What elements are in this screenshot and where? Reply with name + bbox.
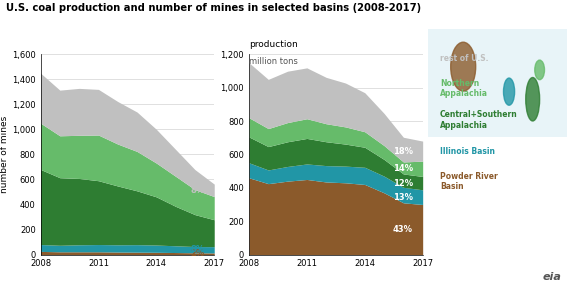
Text: rest of U.S.: rest of U.S.: [440, 54, 489, 63]
Text: 14%: 14%: [393, 164, 413, 173]
Text: 12%: 12%: [393, 179, 413, 188]
Ellipse shape: [504, 78, 515, 105]
Text: Illinois Basin: Illinois Basin: [440, 147, 495, 156]
Text: 8%: 8%: [190, 245, 204, 254]
Text: Northern
Appalachia: Northern Appalachia: [440, 79, 488, 98]
Text: million tons: million tons: [249, 57, 298, 66]
Text: 18%: 18%: [393, 147, 413, 156]
Text: 43%: 43%: [393, 225, 413, 234]
Text: 51%: 51%: [185, 229, 204, 238]
Text: eia: eia: [543, 272, 562, 282]
Text: 30%: 30%: [185, 204, 204, 213]
Text: 8%: 8%: [190, 186, 204, 195]
Text: 13%: 13%: [393, 193, 413, 202]
Text: Powder River
Basin: Powder River Basin: [440, 172, 498, 191]
Text: production: production: [249, 40, 298, 49]
Ellipse shape: [526, 78, 540, 121]
Ellipse shape: [535, 60, 544, 80]
Text: Central+Southern
Appalachia: Central+Southern Appalachia: [440, 110, 518, 130]
Ellipse shape: [450, 42, 476, 91]
Text: 2%: 2%: [190, 249, 204, 258]
Y-axis label: number of mines: number of mines: [0, 116, 9, 193]
Text: U.S. coal production and number of mines in selected basins (2008-2017): U.S. coal production and number of mines…: [6, 3, 421, 13]
